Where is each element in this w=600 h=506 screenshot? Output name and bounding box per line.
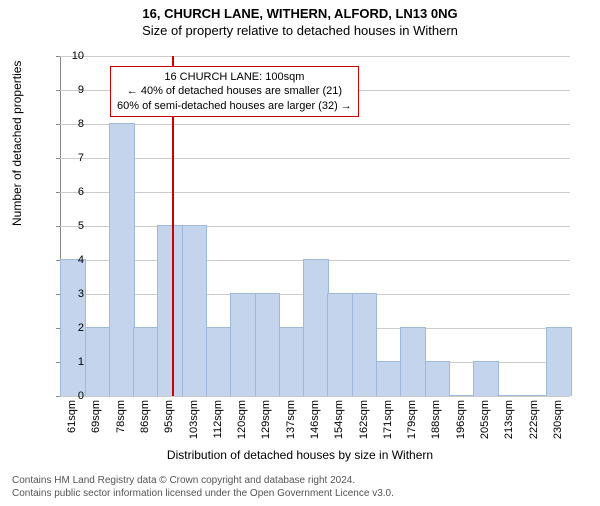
- xtick-label: 86sqm: [139, 400, 151, 433]
- xtick-label: 120sqm: [236, 400, 248, 439]
- ytick-label: 6: [64, 186, 84, 198]
- histogram-bar: [522, 395, 548, 396]
- xtick-label: 69sqm: [90, 400, 102, 433]
- ytick-mark: [56, 158, 60, 159]
- xtick-label: 103sqm: [188, 400, 200, 439]
- xtick-label: 179sqm: [406, 400, 418, 439]
- chart-title-main: 16, CHURCH LANE, WITHERN, ALFORD, LN13 0…: [0, 6, 600, 21]
- xtick-label: 222sqm: [528, 400, 540, 439]
- ytick-mark: [56, 124, 60, 125]
- xtick-label: 112sqm: [212, 400, 224, 438]
- histogram-bar: [157, 225, 183, 396]
- histogram-bar: [303, 259, 329, 396]
- histogram-bar: [133, 327, 159, 396]
- histogram-bar: [230, 293, 256, 396]
- ytick-label: 5: [64, 220, 84, 232]
- gridline-h: [60, 56, 570, 57]
- histogram-bar: [497, 395, 523, 396]
- ytick-label: 7: [64, 152, 84, 164]
- xtick-label: 146sqm: [309, 400, 321, 439]
- xtick-label: 61sqm: [66, 400, 78, 433]
- histogram-bar: [182, 225, 208, 396]
- ytick-label: 4: [64, 254, 84, 266]
- footer-line-2: Contains public sector information licen…: [12, 488, 394, 501]
- ytick-mark: [56, 396, 60, 397]
- xtick-label: 154sqm: [333, 400, 345, 439]
- xtick-label: 188sqm: [430, 400, 442, 439]
- ytick-label: 8: [64, 118, 84, 130]
- xtick-label: 95sqm: [163, 400, 175, 433]
- x-axis-label: Distribution of detached houses by size …: [0, 448, 600, 462]
- histogram-bar: [109, 123, 135, 396]
- histogram-bar: [279, 327, 305, 396]
- footer-line-1: Contains HM Land Registry data © Crown c…: [12, 475, 394, 488]
- ytick-label: 1: [64, 356, 84, 368]
- ytick-mark: [56, 90, 60, 91]
- xtick-label: 171sqm: [382, 400, 394, 439]
- footer-attribution: Contains HM Land Registry data © Crown c…: [12, 475, 394, 500]
- chart-title-sub: Size of property relative to detached ho…: [0, 23, 600, 38]
- ytick-label: 2: [64, 322, 84, 334]
- gridline-h: [60, 192, 570, 193]
- histogram-bar: [425, 361, 451, 396]
- gridline-h: [60, 396, 570, 397]
- annotation-line: 60% of semi-detached houses are larger (…: [117, 99, 352, 113]
- xtick-label: 196sqm: [455, 400, 467, 439]
- y-axis-label: Number of detached properties: [10, 61, 24, 226]
- gridline-h: [60, 226, 570, 227]
- plot-region: 16 CHURCH LANE: 100sqm← 40% of detached …: [60, 56, 570, 396]
- annotation-line: ← 40% of detached houses are smaller (21…: [117, 84, 352, 98]
- histogram-bar: [255, 293, 281, 396]
- histogram-bar: [85, 327, 111, 396]
- annotation-box: 16 CHURCH LANE: 100sqm← 40% of detached …: [110, 66, 359, 117]
- ytick-label: 10: [64, 50, 84, 62]
- histogram-bar: [376, 361, 402, 396]
- ytick-mark: [56, 192, 60, 193]
- xtick-label: 205sqm: [479, 400, 491, 439]
- annotation-line: 16 CHURCH LANE: 100sqm: [117, 70, 352, 84]
- histogram-bar: [546, 327, 572, 396]
- chart-area: 16 CHURCH LANE: 100sqm← 40% of detached …: [60, 56, 570, 396]
- ytick-mark: [56, 56, 60, 57]
- xtick-label: 213sqm: [503, 400, 515, 439]
- xtick-label: 78sqm: [115, 400, 127, 433]
- ytick-mark: [56, 226, 60, 227]
- xtick-label: 230sqm: [552, 400, 564, 439]
- histogram-bar: [327, 293, 353, 396]
- histogram-bar: [206, 327, 232, 396]
- gridline-h: [60, 124, 570, 125]
- histogram-bar: [449, 395, 475, 396]
- xtick-label: 162sqm: [358, 400, 370, 439]
- ytick-label: 9: [64, 84, 84, 96]
- xtick-label: 137sqm: [285, 400, 297, 439]
- ytick-label: 3: [64, 288, 84, 300]
- gridline-h: [60, 158, 570, 159]
- histogram-bar: [352, 293, 378, 396]
- histogram-bar: [473, 361, 499, 396]
- histogram-bar: [400, 327, 426, 396]
- xtick-label: 129sqm: [260, 400, 272, 439]
